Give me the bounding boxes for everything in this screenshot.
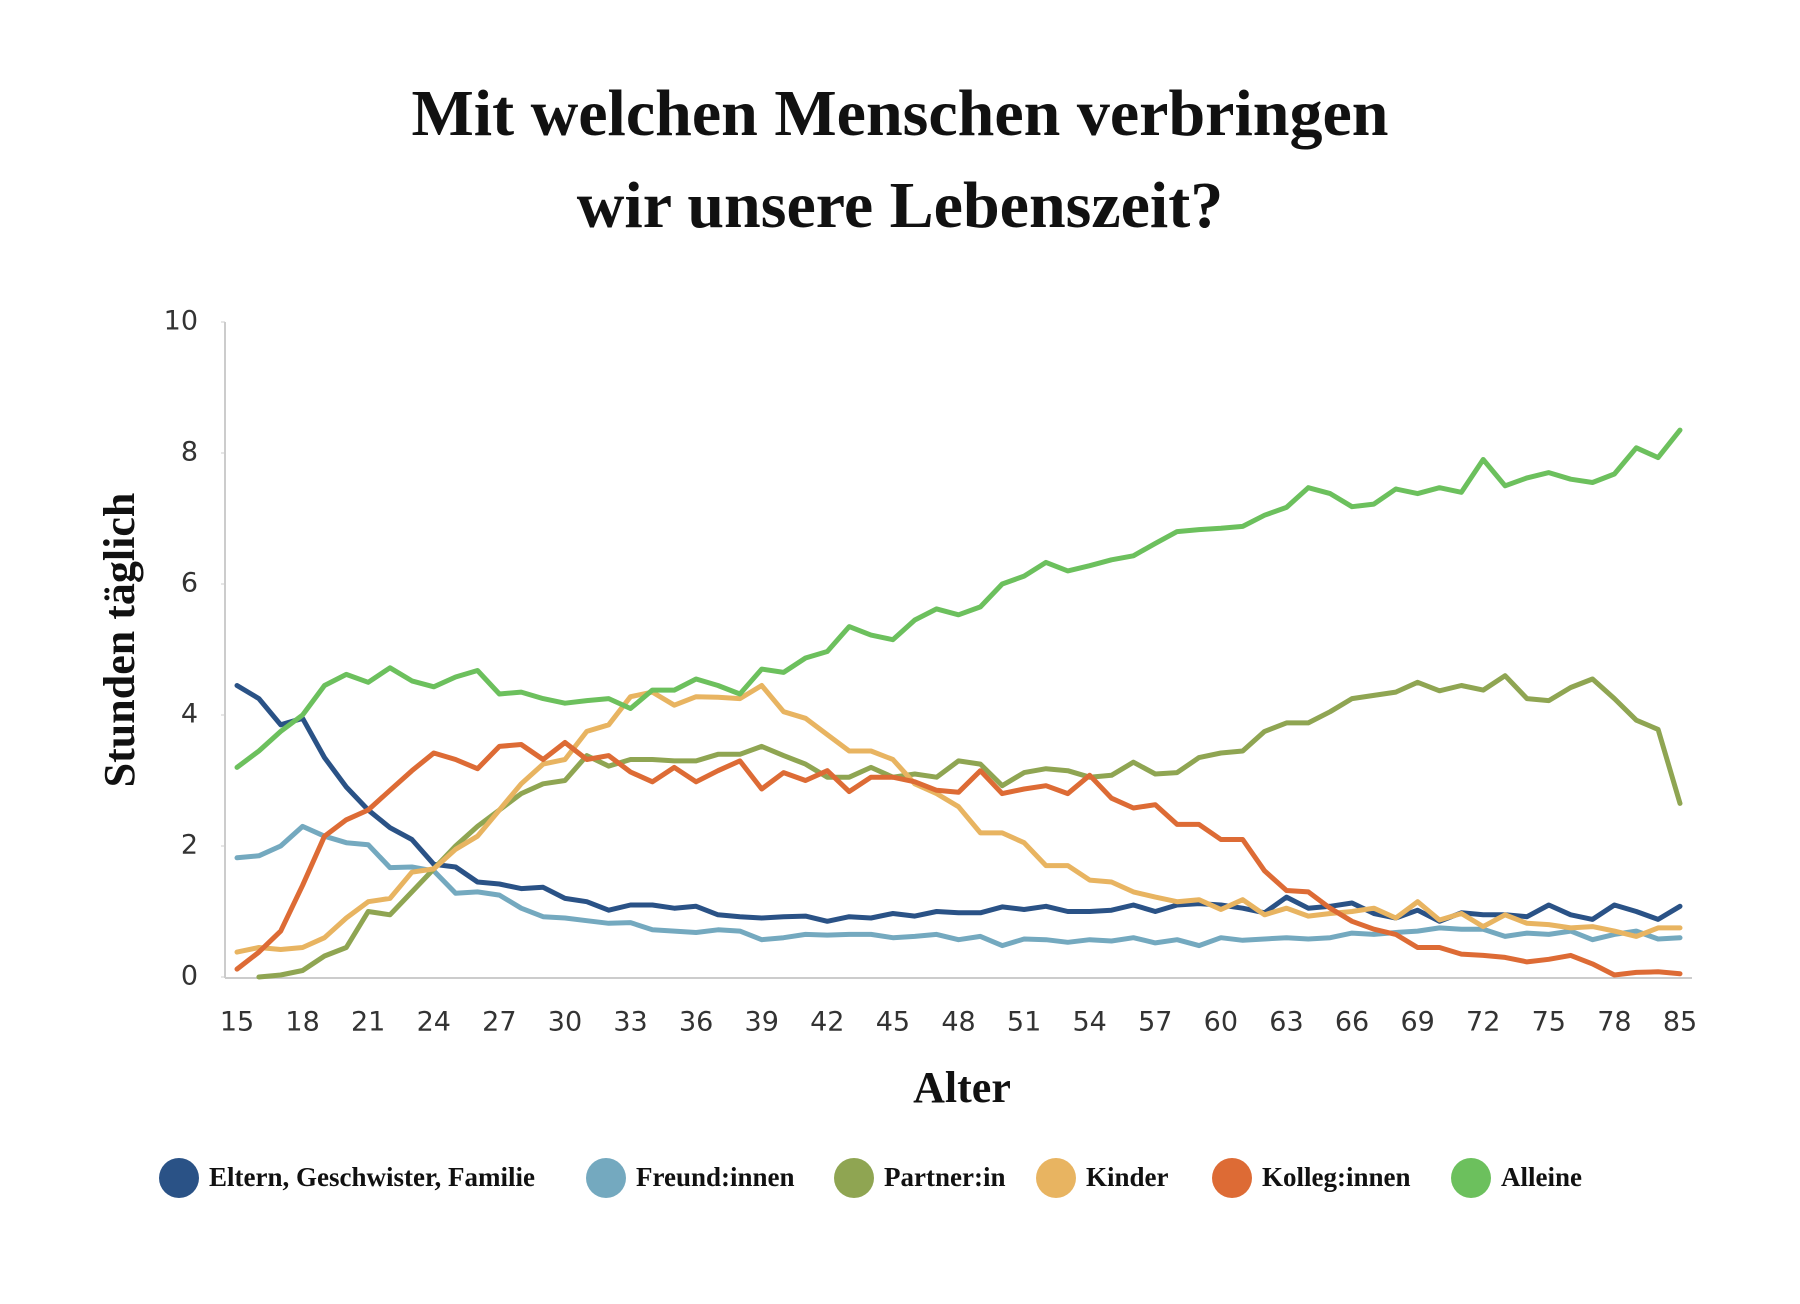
y-tick-label: 6: [181, 568, 198, 599]
legend-marker: [586, 1158, 626, 1198]
x-tick-label: 48: [941, 1007, 975, 1038]
x-tick-label: 45: [876, 1007, 910, 1038]
x-tick-label: 69: [1400, 1007, 1434, 1038]
y-tick-label: 10: [164, 306, 198, 337]
x-tick-label: 57: [1138, 1007, 1172, 1038]
legend-label: Kolleg:innen: [1262, 1162, 1411, 1192]
x-tick-label: 66: [1335, 1007, 1369, 1038]
x-tick-label: 85: [1663, 1007, 1697, 1038]
legend: Eltern, Geschwister, Familie Freund:innen…: [159, 1158, 1582, 1198]
legend-label: Partner:in: [884, 1162, 1005, 1192]
x-tick-label: 42: [810, 1007, 844, 1038]
x-tick-label: 63: [1269, 1007, 1303, 1038]
legend-label: Kinder: [1086, 1162, 1169, 1192]
y-axis-label: Stunden täglich: [95, 493, 144, 788]
x-tick-label: 33: [613, 1007, 647, 1038]
series-line: [234, 427, 1683, 770]
legend-marker: [1212, 1158, 1252, 1198]
y-tick-label: 2: [181, 830, 198, 861]
legend-marker: [1036, 1158, 1076, 1198]
legend-label: Freund:innen: [636, 1162, 795, 1192]
x-tick-label: 18: [285, 1007, 319, 1038]
x-tick-label: 60: [1204, 1007, 1238, 1038]
legend-label: Eltern, Geschwister, Familie: [209, 1162, 535, 1192]
series-line: [234, 823, 1683, 949]
legend-marker: [159, 1158, 199, 1198]
x-tick-label: 72: [1466, 1007, 1500, 1038]
x-tick-label: 75: [1532, 1007, 1566, 1038]
chart-title: wir unsere Lebenszeit?: [577, 169, 1224, 242]
series-line: [234, 740, 1683, 978]
legend-marker: [1451, 1158, 1491, 1198]
x-tick-label: 51: [1007, 1007, 1041, 1038]
y-tick-label: 0: [181, 961, 198, 992]
x-tick-label: 78: [1597, 1007, 1631, 1038]
legend-label: Alleine: [1501, 1162, 1582, 1192]
x-tick-label: 24: [417, 1007, 451, 1038]
y-tick-label: 8: [181, 437, 198, 468]
y-tick-label: 4: [181, 699, 198, 730]
x-tick-label: 39: [745, 1007, 779, 1038]
legend-marker: [834, 1158, 874, 1198]
plot-area: [234, 427, 1683, 980]
chart-title: Mit welchen Menschen verbringen: [411, 77, 1388, 150]
x-axis-label: Alter: [913, 1063, 1011, 1112]
x-tick-label: 21: [351, 1007, 385, 1038]
x-tick-label: 27: [482, 1007, 516, 1038]
x-tick-label: 15: [220, 1007, 254, 1038]
x-tick-label: 36: [679, 1007, 713, 1038]
x-tick-label: 30: [548, 1007, 582, 1038]
x-tick-label: 54: [1073, 1007, 1107, 1038]
series-line: [234, 683, 1683, 955]
